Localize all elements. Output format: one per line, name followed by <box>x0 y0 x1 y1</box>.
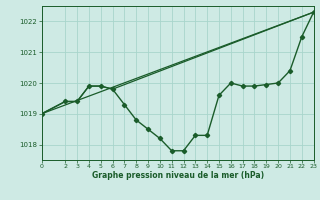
X-axis label: Graphe pression niveau de la mer (hPa): Graphe pression niveau de la mer (hPa) <box>92 171 264 180</box>
